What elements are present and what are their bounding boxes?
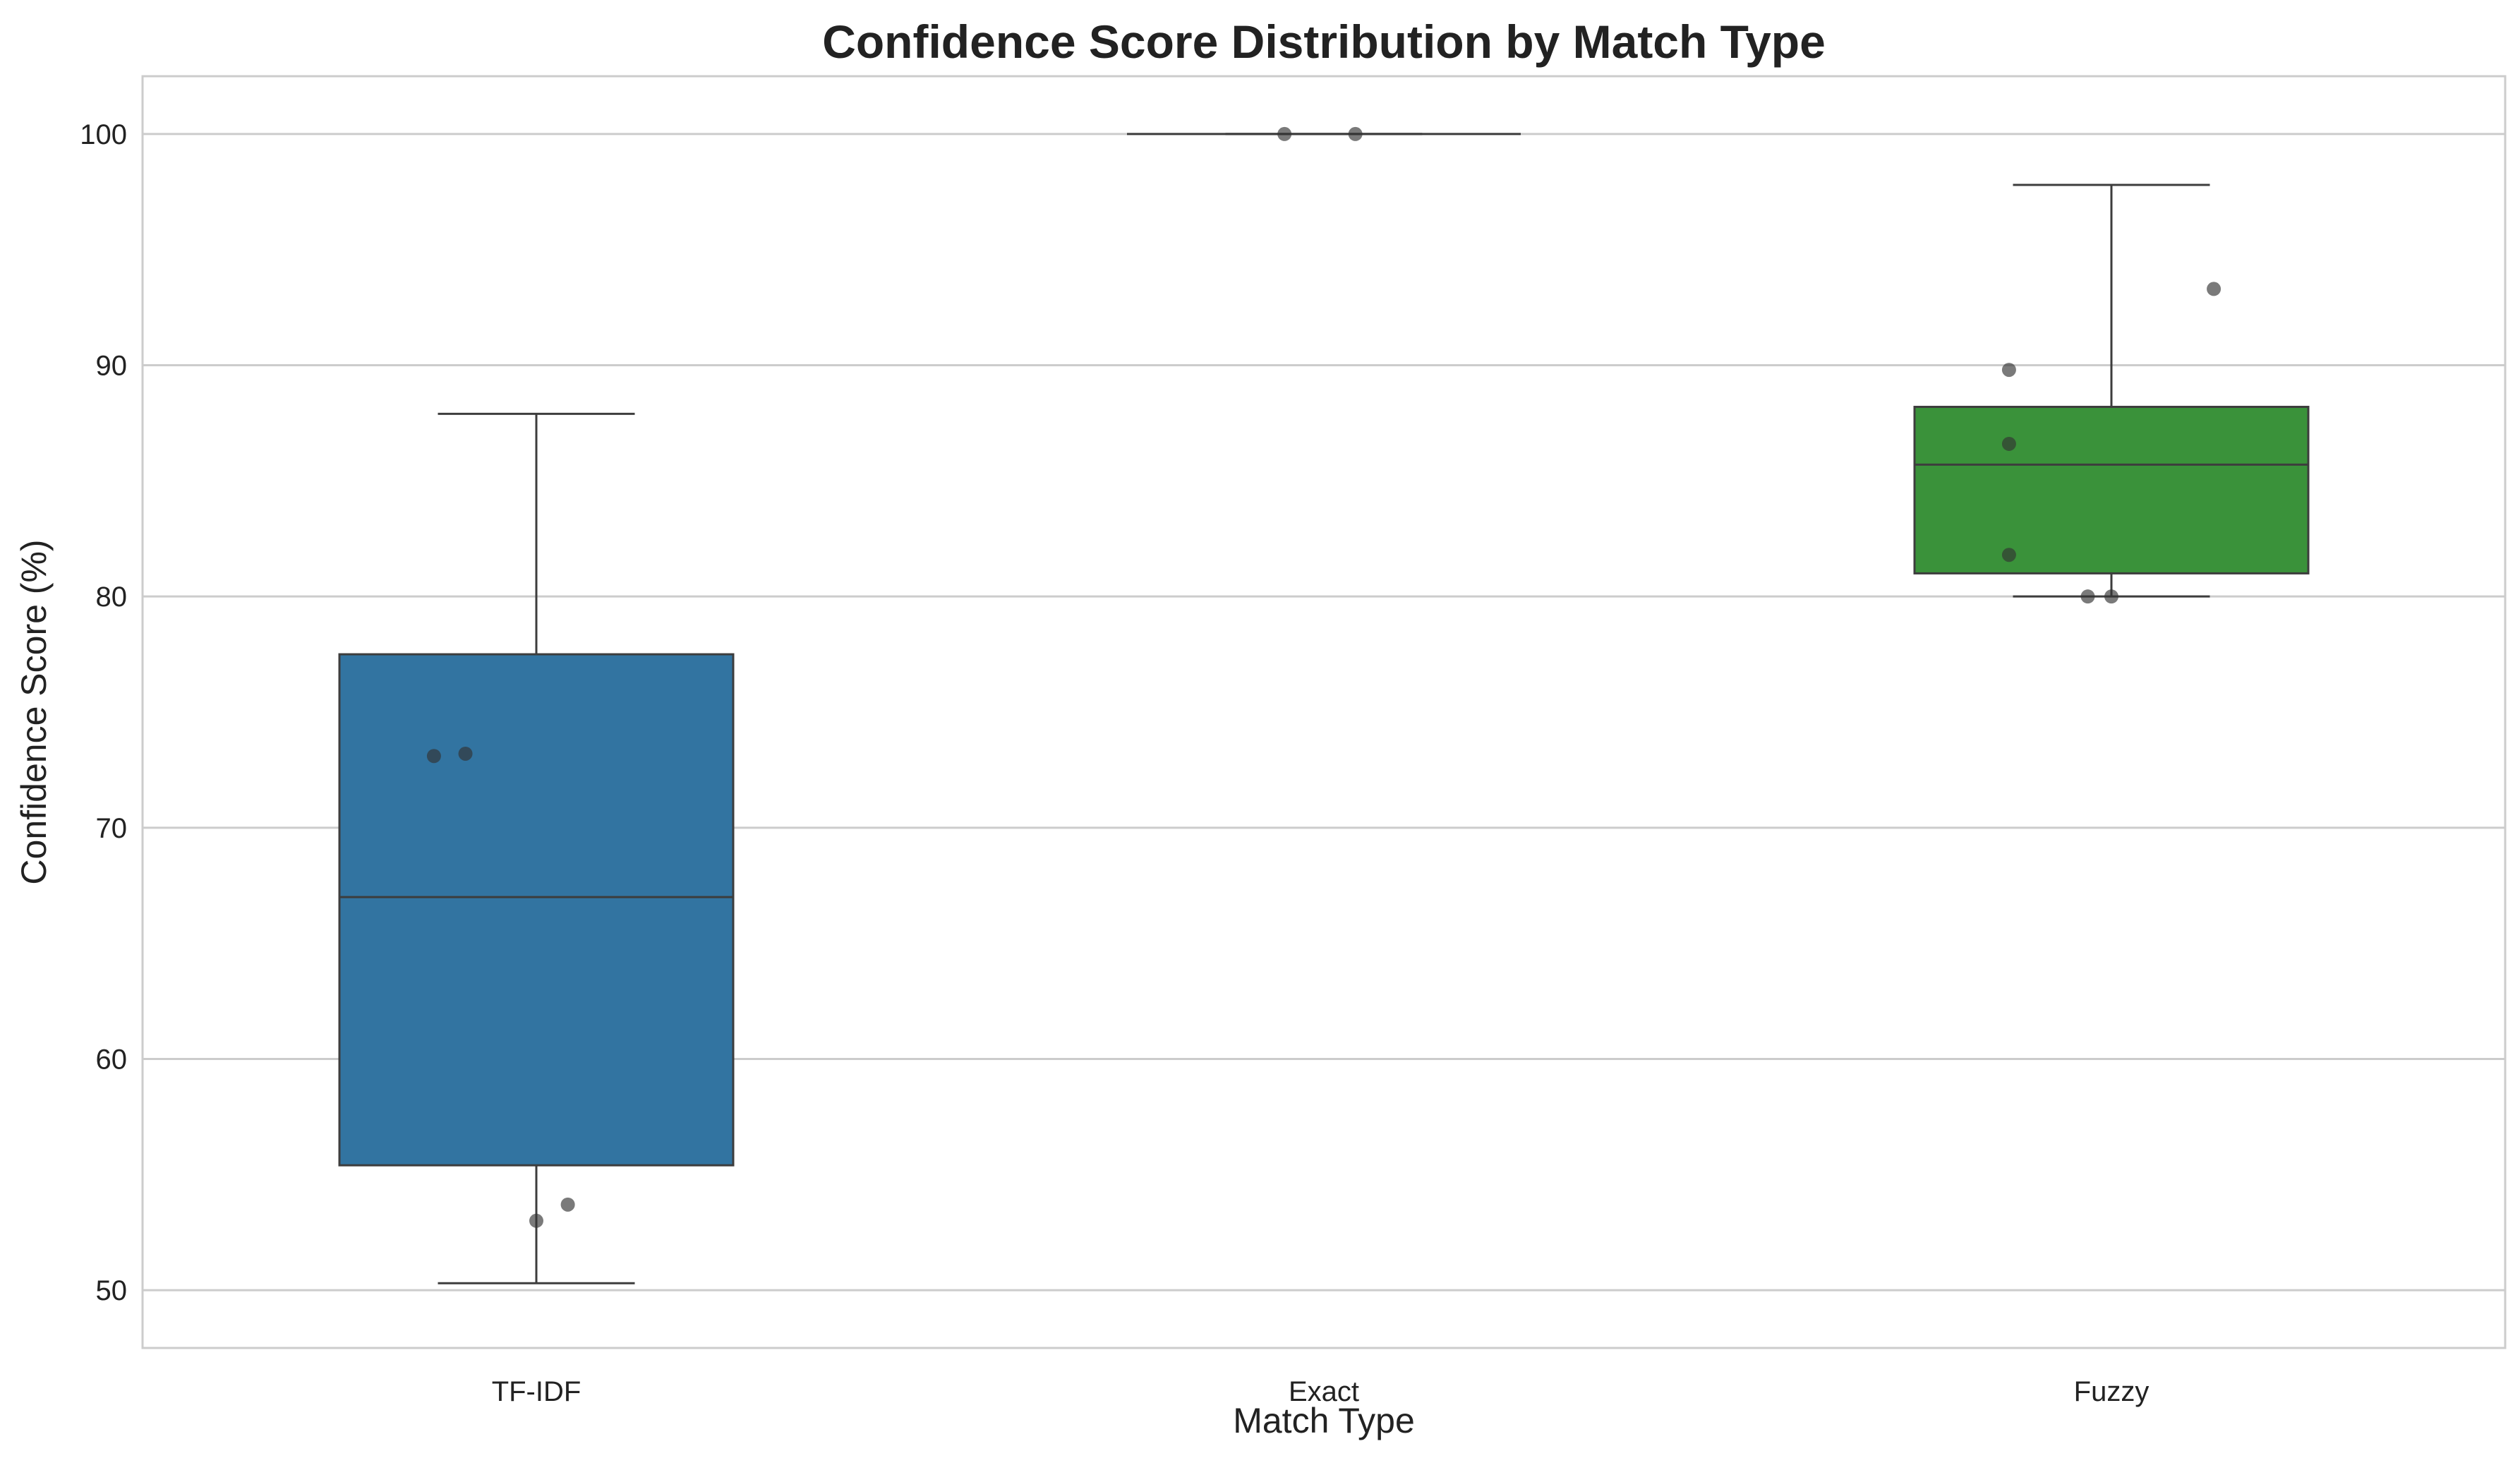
data-point-tf-idf-3 — [529, 1213, 543, 1228]
box-group-fuzzy — [1913, 183, 2310, 598]
data-point-fuzzy-5 — [2104, 589, 2118, 604]
data-point-fuzzy-6 — [2207, 282, 2221, 296]
plot-frame — [141, 75, 2507, 1349]
box-tf-idf — [338, 653, 735, 1167]
data-point-fuzzy-3 — [2001, 548, 2016, 562]
box-group-tf-idf — [338, 412, 735, 1284]
y-tick-label-50: 50 — [96, 1275, 128, 1306]
boxes — [338, 133, 2310, 1284]
data-point-tf-idf-1 — [426, 749, 441, 764]
data-point-fuzzy-4 — [2080, 589, 2095, 604]
data-point-fuzzy-2 — [2001, 436, 2016, 451]
y-tick-label-100: 100 — [80, 119, 127, 150]
x-tick-labels: TF-IDF Exact Fuzzy — [492, 1376, 2150, 1407]
data-point-fuzzy-1 — [2001, 363, 2016, 378]
x-tick-label-tf-idf: TF-IDF — [492, 1376, 581, 1407]
x-axis-label: Match Type — [1233, 1401, 1415, 1440]
box-fuzzy — [1913, 406, 2310, 574]
x-tick-label-fuzzy: Fuzzy — [2074, 1376, 2150, 1407]
chart-title: Confidence Score Distribution by Match T… — [822, 16, 1826, 68]
data-points — [426, 126, 2221, 1228]
data-point-tf-idf-2 — [458, 746, 473, 761]
y-tick-label-80: 80 — [96, 582, 128, 613]
y-tick-label-60: 60 — [96, 1044, 128, 1075]
data-point-exact-1 — [1277, 126, 1292, 141]
y-axis-label: Confidence Score (%) — [14, 539, 54, 884]
data-point-tf-idf-4 — [560, 1197, 575, 1212]
data-point-exact-2 — [1348, 126, 1363, 141]
x-tick-label-exact: Exact — [1289, 1376, 1359, 1407]
y-tick-label-70: 70 — [96, 813, 128, 844]
y-tick-label-90: 90 — [96, 351, 128, 382]
y-tick-labels: 50 60 70 80 90 100 — [80, 119, 127, 1306]
